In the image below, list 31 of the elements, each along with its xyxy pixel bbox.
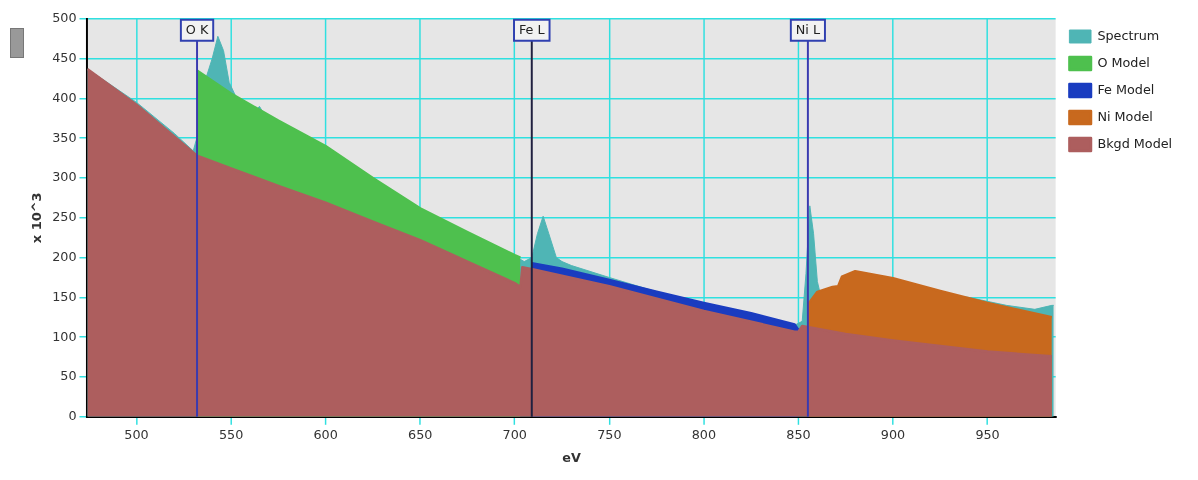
x-tick-label: 550: [218, 426, 244, 442]
x-axis-title: eV: [562, 449, 581, 465]
y-tick-label: 150: [52, 288, 77, 304]
y-tick-label: 350: [52, 129, 77, 145]
legend-label: Fe Model: [1097, 81, 1155, 97]
legend-label: O Model: [1097, 54, 1150, 70]
y-tick-label: 50: [60, 368, 77, 384]
legend-label: Ni Model: [1097, 108, 1153, 124]
y-tick-label: 500: [52, 10, 77, 26]
y-tick-label: 100: [52, 328, 77, 344]
x-tick-label: 500: [124, 426, 149, 442]
x-tick-label: 650: [408, 426, 433, 442]
x-tick-label: 900: [880, 426, 906, 442]
y-tick-label: 0: [68, 408, 77, 424]
legend-label: Spectrum: [1097, 27, 1160, 43]
y-tick-label: 250: [52, 209, 77, 225]
y-tick-label: 400: [52, 89, 77, 105]
y-tick-label: 200: [52, 248, 77, 264]
x-tick-label: 950: [975, 426, 1000, 442]
y-axis-title: x 10^3: [29, 192, 44, 244]
x-tick-label: 700: [502, 426, 527, 442]
y-tick-label: 450: [52, 49, 77, 65]
x-tick-label: 800: [691, 426, 717, 442]
ref-line-label: O K: [185, 22, 209, 38]
legend-label: Bkgd Model: [1097, 135, 1173, 151]
ref-line-label: Fe L: [518, 22, 546, 38]
x-tick-label: 600: [313, 426, 338, 442]
x-tick-label: 750: [597, 426, 622, 442]
ref-line-label: Ni L: [795, 22, 821, 38]
y-tick-label: 300: [52, 169, 77, 185]
x-tick-label: 850: [786, 426, 811, 442]
